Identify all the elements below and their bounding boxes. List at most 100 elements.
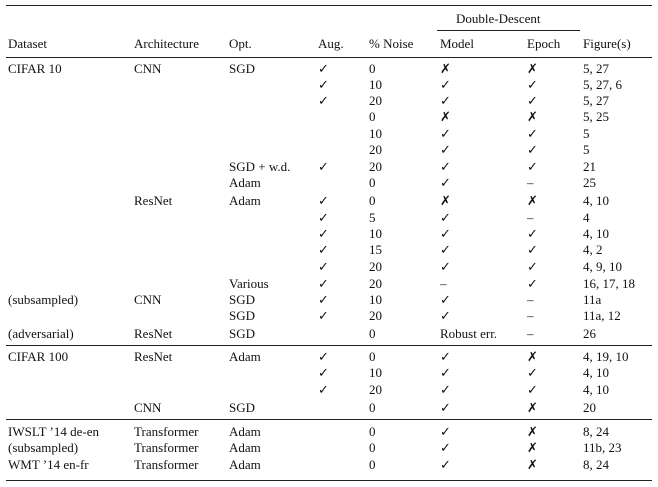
table-cell: ✓: [440, 457, 451, 472]
table-cell: ✗: [527, 109, 538, 124]
section-rule: [6, 345, 652, 346]
table-cell: ✓: [318, 259, 329, 274]
table-cell: ✓: [440, 159, 451, 174]
table-cell: 5: [583, 142, 590, 157]
table-cell: ✓: [440, 210, 451, 225]
table-cell: ✓: [318, 226, 329, 241]
table-cell: 10: [369, 126, 382, 141]
table-cell: ✓: [440, 126, 451, 141]
column-header: Figure(s): [583, 36, 631, 51]
table-cell: ✓: [440, 308, 451, 323]
table-cell: –: [527, 175, 534, 190]
table-cell: 20: [583, 400, 596, 415]
table-cell: ✓: [527, 77, 538, 92]
table-cell: –: [440, 276, 447, 291]
table-cell: 0: [369, 457, 376, 472]
table-cell: 5, 27: [583, 61, 609, 76]
table-cell: 20: [369, 308, 382, 323]
table-cell: 10: [369, 77, 382, 92]
table-cell: ✓: [440, 259, 451, 274]
table-cell: ✓: [527, 259, 538, 274]
table-cell: 0: [369, 326, 376, 341]
table-cell: ✓: [318, 365, 329, 380]
table-cell: SGD: [229, 400, 256, 415]
table-cell: 8, 24: [583, 457, 609, 472]
table-cell: Adam: [229, 349, 261, 364]
table-cell: ✓: [440, 77, 451, 92]
table-cell: 5, 27, 6: [583, 77, 622, 92]
table-cell: 0: [369, 400, 376, 415]
table-cell: 10: [369, 226, 382, 241]
table-cell: ✗: [527, 61, 538, 76]
table-cell: CIFAR 100: [8, 349, 69, 364]
table-cell: 20: [369, 276, 382, 291]
table-cell: Transformer: [134, 424, 199, 439]
table-cell: 25: [583, 175, 596, 190]
table-cell: ✓: [440, 424, 451, 439]
table-cell: ✓: [318, 77, 329, 92]
table-cell: ResNet: [134, 349, 173, 364]
table-cell: SGD + w.d.: [229, 159, 291, 174]
table-cell: ✓: [527, 242, 538, 257]
table-cell: 20: [369, 93, 382, 108]
table-cell: ✗: [527, 349, 538, 364]
table-cell: ✓: [440, 242, 451, 257]
column-header: Aug.: [318, 36, 344, 51]
table-cell: 0: [369, 349, 376, 364]
table-cell: ✓: [318, 242, 329, 257]
table-cell: ✓: [318, 159, 329, 174]
table-cell: ✓: [527, 226, 538, 241]
table-cell: 4, 10: [583, 382, 609, 397]
column-header: Architecture: [134, 36, 199, 51]
table-cell: SGD: [229, 61, 256, 76]
table-cell: CNN: [134, 292, 162, 307]
table-cell: 4, 10: [583, 226, 609, 241]
table-cell: (subsampled): [8, 440, 79, 455]
table-cell: 10: [369, 292, 382, 307]
column-header: Dataset: [8, 36, 47, 51]
table-cell: ✓: [318, 193, 329, 208]
table-cell: ✗: [527, 400, 538, 415]
table-cell: 11a: [583, 292, 602, 307]
table-cell: 21: [583, 159, 596, 174]
table-cell: 4, 10: [583, 193, 609, 208]
table-cell: 20: [369, 259, 382, 274]
table-cell: WMT ’14 en-fr: [8, 457, 89, 472]
table-cell: Adam: [229, 175, 261, 190]
table-cell: 4, 2: [583, 242, 603, 257]
table-cell: ✓: [440, 382, 451, 397]
table-cell: 5, 25: [583, 109, 609, 124]
column-header: Model: [440, 36, 474, 51]
group-header: Double-Descent: [456, 11, 541, 26]
table-cell: ✓: [527, 365, 538, 380]
section-rule: [6, 419, 652, 420]
table-cell: 5: [583, 126, 590, 141]
table-cell: 4, 10: [583, 365, 609, 380]
table-cell: 20: [369, 382, 382, 397]
table-cell: ✓: [440, 175, 451, 190]
table-cell: 5, 27: [583, 93, 609, 108]
table-cell: Adam: [229, 424, 261, 439]
table-cell: Adam: [229, 193, 261, 208]
table-cell: Transformer: [134, 457, 199, 472]
header-rule: [6, 57, 652, 58]
table-cell: ✓: [440, 226, 451, 241]
table-cell: (adversarial): [8, 326, 74, 341]
table-cell: 26: [583, 326, 596, 341]
column-header: Epoch: [527, 36, 561, 51]
table-cell: ✓: [527, 93, 538, 108]
table-cell: Adam: [229, 440, 261, 455]
table-cell: –: [527, 326, 534, 341]
table-cell: ✗: [440, 61, 451, 76]
table-cell: 4: [583, 210, 590, 225]
table-cell: ResNet: [134, 193, 173, 208]
top-rule: [6, 5, 652, 6]
table-cell: 4, 9, 10: [583, 259, 622, 274]
table-cell: ✓: [527, 142, 538, 157]
table-cell: ✓: [527, 159, 538, 174]
table-cell: ✓: [318, 308, 329, 323]
table-cell: ✓: [318, 292, 329, 307]
table-cell: Robust err.: [440, 326, 498, 341]
bottom-rule: [6, 480, 652, 481]
